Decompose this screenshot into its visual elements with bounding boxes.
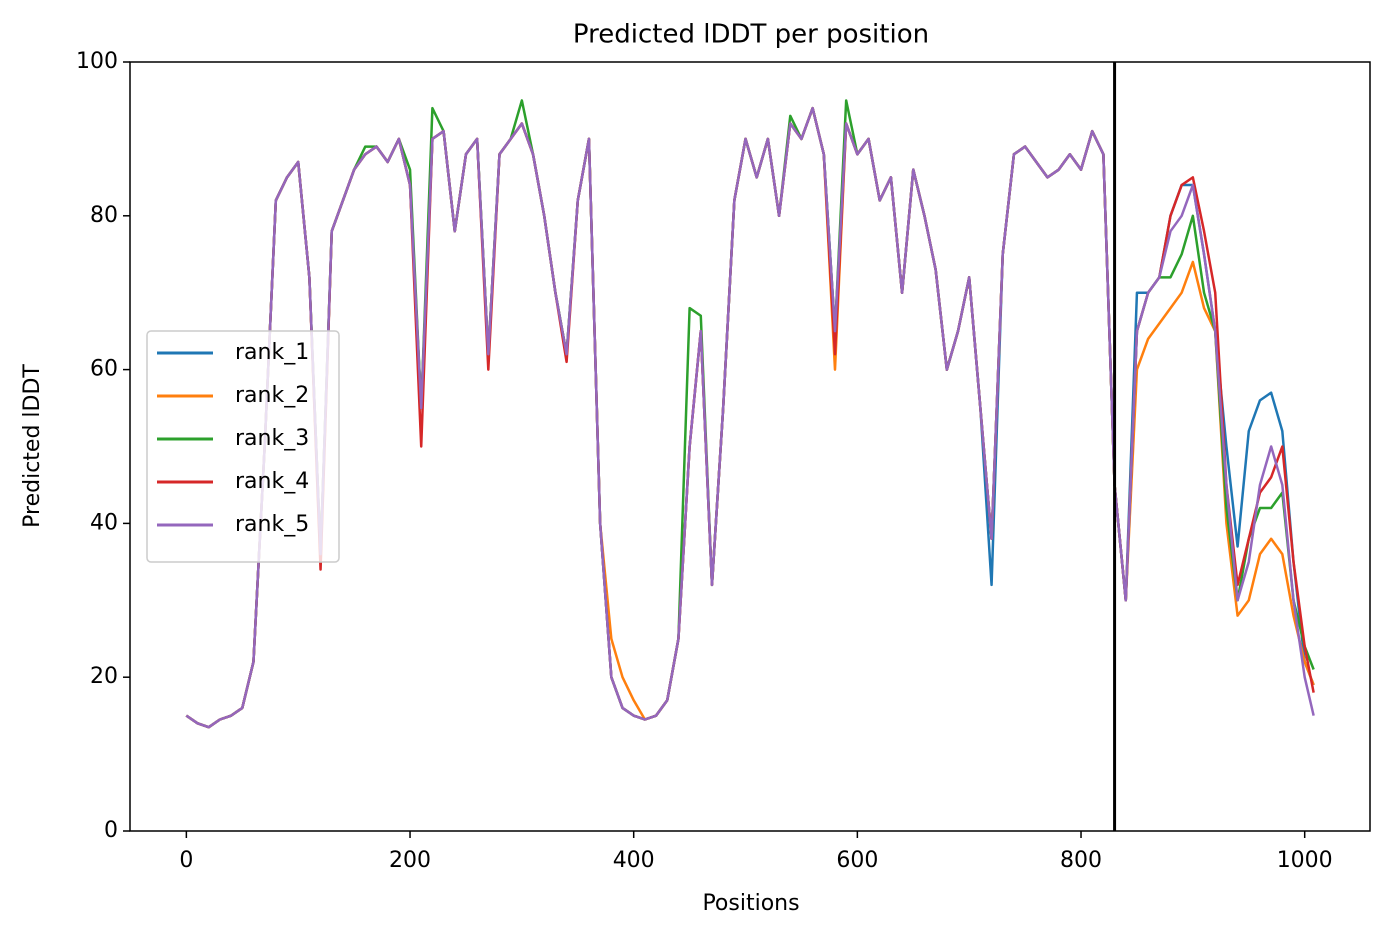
y-tick-label: 60 [90, 357, 118, 382]
plot-lines [185, 99, 1315, 729]
series-line [185, 106, 1315, 729]
legend-label: rank_3 [235, 426, 309, 451]
legend-label: rank_4 [235, 469, 309, 494]
y-tick-label: 80 [90, 203, 118, 228]
legend-label: rank_2 [235, 383, 309, 408]
plot-frame [129, 61, 1371, 832]
chart-title: Predicted lDDT per position [573, 20, 929, 50]
series-line [185, 106, 1315, 729]
legend-label: rank_1 [235, 340, 309, 365]
y-tick-label: 100 [76, 49, 118, 74]
series-line [185, 99, 1315, 729]
legend-label: rank_5 [235, 512, 309, 537]
x-tick-label: 400 [613, 848, 655, 873]
x-tick-label: 1000 [1277, 848, 1333, 873]
series-line [185, 106, 1315, 729]
y-tick-label: 20 [90, 664, 118, 689]
y-tick-label: 0 [104, 818, 118, 843]
legend-box [146, 330, 340, 563]
y-axis-label: Predicted lDDT [20, 364, 45, 528]
y-tick-label: 40 [90, 510, 118, 535]
x-tick-label: 200 [389, 848, 431, 873]
x-tick-label: 800 [1060, 848, 1102, 873]
series-line [185, 106, 1315, 729]
x-axis-label: Positions [702, 891, 799, 916]
x-tick-label: 0 [179, 848, 193, 873]
x-tick-label: 600 [836, 848, 878, 873]
